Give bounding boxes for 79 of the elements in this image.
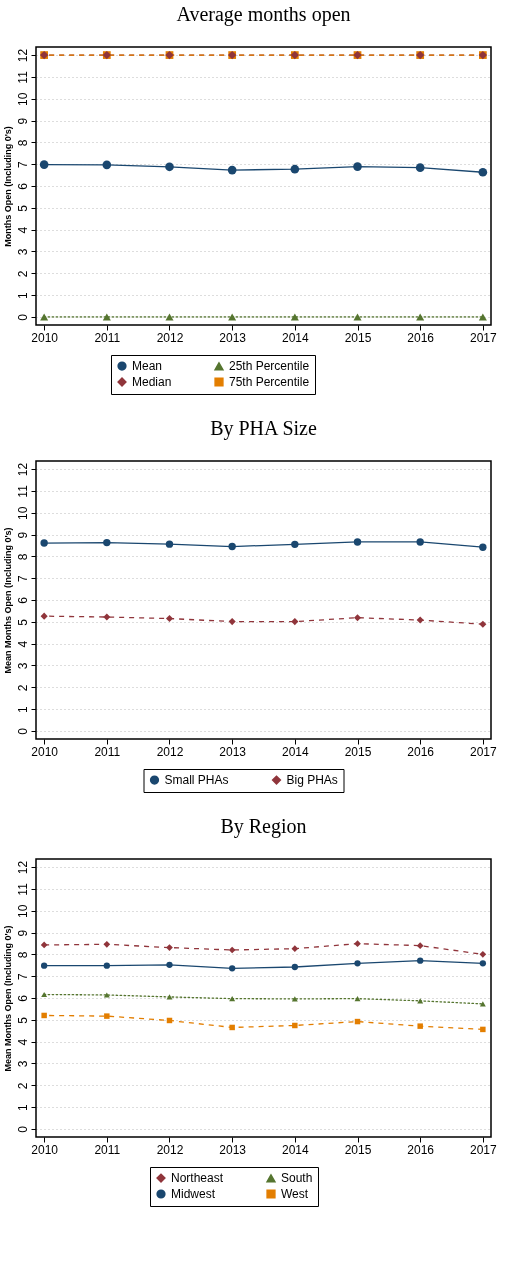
- y-axis-title: Mean Months Open (Including 0's): [2, 527, 13, 674]
- chart-title: By Region: [220, 815, 307, 838]
- y-tick-label: 8: [15, 139, 30, 147]
- chart-title: Average months open: [176, 3, 351, 26]
- y-tick-label: 0: [15, 1125, 30, 1133]
- y-tick-label: 2: [15, 270, 30, 278]
- y-axis-title: Mean Months Open (Including 0's): [2, 925, 13, 1072]
- y-tick-label: 1: [15, 1103, 30, 1111]
- x-tick-label: 2011: [94, 1142, 121, 1157]
- y-tick-label: 10: [15, 506, 30, 520]
- y-tick-label: 11: [15, 70, 30, 84]
- y-tick-label: 11: [15, 882, 30, 896]
- x-tick-label: 2013: [219, 330, 247, 345]
- x-tick-label: 2012: [156, 744, 184, 759]
- y-tick-label: 7: [15, 575, 30, 583]
- x-tick-label: 2015: [344, 744, 372, 759]
- legend-label: Small PHAs: [164, 773, 229, 788]
- x-tick-label: 2015: [344, 1142, 372, 1157]
- legend-label: Median: [132, 375, 172, 389]
- y-tick-label: 12: [15, 462, 30, 477]
- y-tick-label: 9: [15, 117, 30, 125]
- y-tick-label: 7: [15, 973, 30, 981]
- y-tick-label: 9: [15, 531, 30, 539]
- y-tick-label: 7: [15, 161, 30, 169]
- x-tick-label: 2010: [31, 330, 59, 345]
- legend-label: 75th Percentile: [229, 375, 310, 389]
- x-tick-label: 2015: [344, 330, 372, 345]
- x-tick-label: 2013: [219, 744, 247, 759]
- y-tick-label: 0: [15, 313, 30, 321]
- y-axis-title: Months Open (Including 0's): [2, 126, 13, 247]
- y-tick-label: 10: [15, 904, 30, 918]
- y-tick-label: 1: [15, 291, 30, 299]
- y-tick-label: 1: [15, 705, 30, 713]
- y-tick-label: 8: [15, 951, 30, 959]
- x-tick-label: 2017: [470, 744, 498, 759]
- y-tick-label: 5: [15, 1016, 30, 1024]
- y-tick-label: 2: [15, 684, 30, 692]
- x-tick-label: 2011: [94, 330, 121, 345]
- x-tick-label: 2016: [407, 1142, 435, 1157]
- x-tick-label: 2011: [94, 744, 121, 759]
- y-tick-label: 9: [15, 929, 30, 937]
- y-tick-label: 6: [15, 182, 30, 190]
- y-tick-label: 5: [15, 618, 30, 626]
- y-tick-label: 2: [15, 1082, 30, 1090]
- y-tick-label: 10: [15, 92, 30, 106]
- y-tick-label: 3: [15, 662, 30, 670]
- x-tick-label: 2014: [281, 1142, 310, 1157]
- y-tick-label: 0: [15, 727, 30, 735]
- x-tick-label: 2010: [31, 744, 59, 759]
- legend-label: Big PHAs: [286, 773, 338, 788]
- y-tick-label: 4: [15, 1038, 30, 1046]
- legend-label: Midwest: [171, 1187, 216, 1201]
- y-tick-label: 4: [15, 226, 30, 234]
- y-tick-label: 8: [15, 553, 30, 561]
- y-tick-label: 12: [15, 48, 30, 63]
- y-tick-label: 12: [15, 860, 30, 875]
- x-tick-label: 2017: [470, 1142, 498, 1157]
- chart-title: By PHA Size: [210, 417, 317, 440]
- x-tick-label: 2010: [31, 1142, 59, 1157]
- x-tick-label: 2014: [281, 744, 310, 759]
- legend-label: South: [281, 1171, 313, 1186]
- legend-label: Northeast: [171, 1171, 224, 1186]
- x-tick-label: 2012: [156, 330, 184, 345]
- y-tick-label: 6: [15, 994, 30, 1002]
- legend-label: 25th Percentile: [229, 359, 310, 374]
- x-tick-label: 2013: [219, 1142, 247, 1157]
- y-tick-label: 11: [15, 484, 30, 498]
- x-tick-label: 2014: [281, 330, 310, 345]
- y-tick-label: 3: [15, 248, 30, 256]
- x-tick-label: 2017: [470, 330, 498, 345]
- x-tick-label: 2016: [407, 330, 435, 345]
- x-tick-label: 2012: [156, 1142, 184, 1157]
- y-tick-label: 3: [15, 1060, 30, 1068]
- legend-label: West: [281, 1187, 309, 1201]
- y-tick-label: 4: [15, 640, 30, 648]
- x-tick-label: 2016: [407, 744, 435, 759]
- y-tick-label: 5: [15, 204, 30, 212]
- legend-label: Mean: [132, 359, 163, 374]
- y-tick-label: 6: [15, 596, 30, 604]
